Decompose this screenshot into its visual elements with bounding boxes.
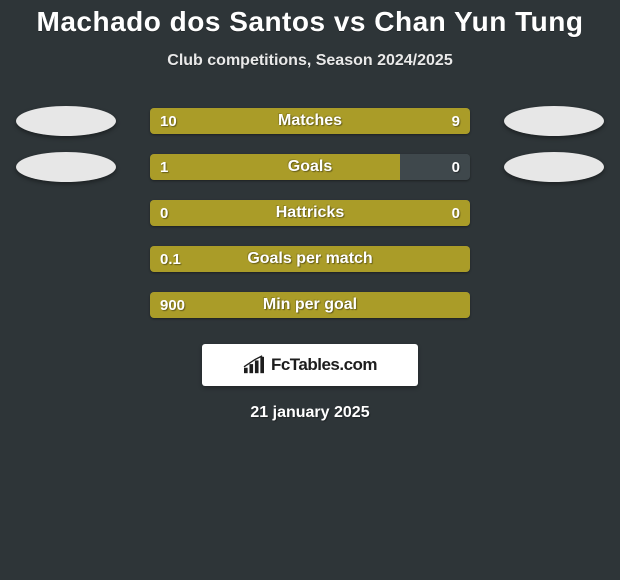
stat-bar-left <box>150 292 470 318</box>
stat-bar-left <box>150 108 318 134</box>
stat-bar-right <box>400 154 470 180</box>
stat-row: 00Hattricks <box>10 190 610 236</box>
stat-bar-right <box>310 200 470 226</box>
brand-name: FcTables.com <box>271 355 377 375</box>
stat-bar-left <box>150 200 310 226</box>
stat-bar-right <box>318 108 470 134</box>
page-title: Machado dos Santos vs Chan Yun Tung <box>0 6 620 38</box>
stat-bar-track: 10Goals <box>150 154 470 180</box>
player2-logo <box>504 152 604 182</box>
player1-logo <box>16 106 116 136</box>
stat-bar-track: 0.1Goals per match <box>150 246 470 272</box>
stat-bar-left <box>150 246 470 272</box>
stat-bar-track: 109Matches <box>150 108 470 134</box>
stat-row: 0.1Goals per match <box>10 236 610 282</box>
comparison-card: Machado dos Santos vs Chan Yun Tung Club… <box>0 0 620 422</box>
snapshot-date: 21 january 2025 <box>0 404 620 422</box>
stat-bar-track: 00Hattricks <box>150 200 470 226</box>
brand-chart-icon <box>243 355 265 375</box>
player2-logo <box>504 106 604 136</box>
stat-row: 10Goals <box>10 144 610 190</box>
stat-row: 900Min per goal <box>10 282 610 328</box>
subtitle: Club competitions, Season 2024/2025 <box>0 52 620 70</box>
player1-logo <box>16 152 116 182</box>
stat-row: 109Matches <box>10 98 610 144</box>
brand-badge: FcTables.com <box>202 344 418 386</box>
stat-bar-track: 900Min per goal <box>150 292 470 318</box>
stats-chart: 109Matches 10Goals 00Hattricks 0.1Goals per… <box>0 98 620 328</box>
stat-bar-left <box>150 154 400 180</box>
